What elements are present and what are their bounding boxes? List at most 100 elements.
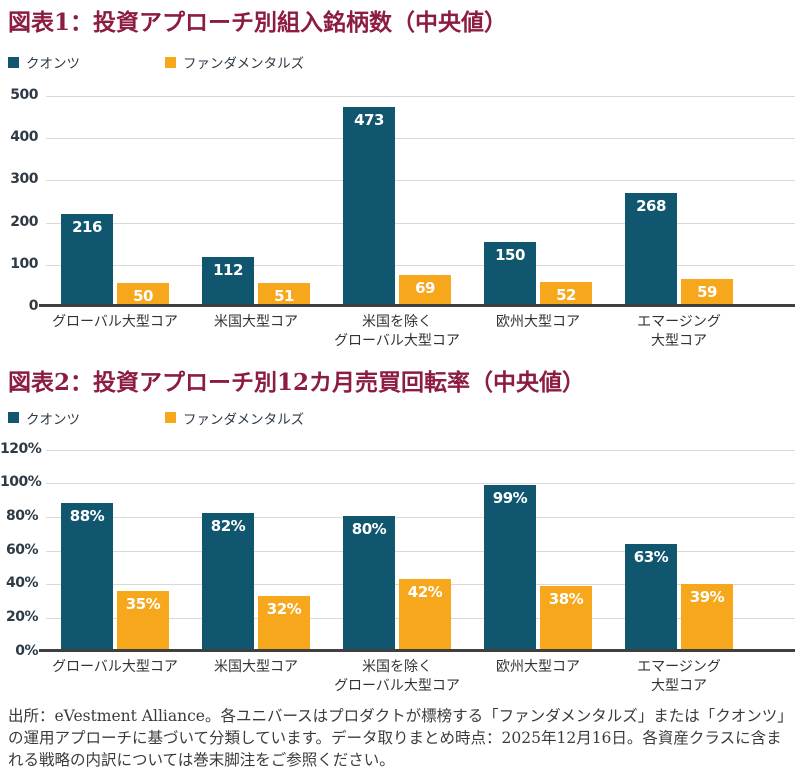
bar-value-label: 473 [354,111,384,130]
bar-value-label: 88% [69,506,105,525]
chart-1-categories: グローバル大型コア 米国大型コア 米国を除く グローバル大型コア 欧州大型コア エマージ… [46,313,795,351]
quant-swatch-icon [8,56,19,68]
chart-1-title: 図表1：投資アプローチ別組入銘柄数（中央値） [8,9,508,36]
gridline [46,222,795,224]
y-tick-label: 0% [15,642,38,659]
fundamental-bar: 50 [117,283,169,306]
legend-label-quant: クオンツ [26,411,80,428]
chart-1-plot: 500 400 300 200 100 0 216 50 112 51 473 69 150 52 268 5… [10,87,795,314]
footer-note: 出所：eVestment Alliance。各ユニバースはプロダクトが標榜する「… [8,706,785,769]
bar-group: 99% 38% [484,484,592,649]
y-tick-label: 120% [0,440,42,457]
quant-bar: 99% [484,484,536,649]
y-tick-label: 300 [10,171,38,188]
quant-bar: 216 [61,214,113,304]
y-tick-label: 100% [0,474,42,491]
quant-bar: 112 [202,257,254,304]
bar-value-label: 38% [548,589,584,608]
gridline [46,96,795,97]
bar-value-label: 39% [689,588,725,607]
bar-value-label: 112 [213,261,243,280]
gridline [46,138,795,140]
bar-value-label: 42% [407,583,443,602]
bar-group: 88% 35% [61,502,169,649]
legend-item-quant: クオンツ [8,408,165,428]
gridline [46,550,795,552]
legend-label-fundamental: ファンダメンタルズ [183,411,305,428]
x-axis-baseline [39,648,795,652]
y-tick-label: 80% [5,508,39,525]
bar-value-label: 82% [210,516,246,535]
fundamental-bar: 39% [681,584,733,649]
category-label: 米国を除く グローバル大型コア [334,658,460,694]
y-tick-label: 400 [10,129,38,146]
fundamental-swatch-icon [165,412,176,424]
category-label: 米国大型コア [214,658,298,675]
bars-row: 88% 35% 82% 32% 80% 42% 99% 38% 63% 39% [46,450,795,649]
category-label: グローバル大型コア [52,314,178,330]
bar-value-label: 51 [274,286,294,305]
bar-value-label: 59 [697,283,717,302]
quant-bar: 63% [625,544,677,649]
chart-2-legend: クオンツ ファンダメンタルズ [8,408,800,428]
gridline [46,449,795,451]
legend-label-fundamental: ファンダメンタルズ [183,56,305,72]
y-tick-label: 100 [10,255,38,272]
bar-value-label: 99% [492,488,528,507]
bar-group: 82% 32% [202,512,310,649]
gridline [46,180,795,182]
legend-item-quant: クオンツ [8,52,165,72]
gridline [46,264,795,266]
fundamental-bar: 32% [258,595,310,649]
quant-swatch-icon [8,412,19,424]
quant-bar: 268 [625,192,677,304]
chart-2-categories: グローバル大型コア 米国大型コア 米国を除く グローバル大型コア 欧州大型コア エマージ… [46,658,795,696]
bar-value-label: 69 [415,279,435,298]
legend-item-fundamental: ファンダメンタルズ [165,52,304,72]
fundamental-bar: 38% [540,585,592,649]
category-label: 欧州大型コア [496,658,580,675]
category-label: 米国を除く グローバル大型コア [334,314,460,349]
chart-1-section: 図表1：投資アプローチ別組入銘柄数（中央値） クオンツ ファンダメンタルズ 50… [0,8,800,351]
y-tick-label: 200 [10,213,38,230]
legend-label-quant: クオンツ [26,56,80,72]
bar-group: 150 52 [484,241,592,304]
category-label: エマージング 大型コア [637,658,721,694]
bar-group: 216 50 [61,214,169,306]
y-tick-label: 40% [5,575,39,592]
bar-group: 80% 42% [343,516,451,649]
bar-value-label: 80% [351,520,387,539]
bar-value-label: 63% [633,548,669,567]
quant-bar: 473 [343,107,395,304]
bar-value-label: 35% [125,594,161,613]
quant-bar: 88% [61,502,113,649]
bar-value-label: 268 [636,196,666,215]
chart-2-section: 図表2：投資アプローチ別12カ月売買回転率（中央値） クオンツ ファンダメンタル… [0,368,800,696]
bar-value-label: 52 [556,286,576,305]
bar-value-label: 32% [266,599,302,618]
legend-item-fundamental: ファンダメンタルズ [165,408,304,428]
bar-group: 473 69 [343,107,451,304]
chart-2-title: 図表2：投資アプローチ別12カ月売買回転率（中央値） [8,368,586,396]
y-tick-label: 60% [5,541,39,558]
fundamental-swatch-icon [165,56,176,68]
x-axis-baseline [39,304,795,307]
quant-bar: 150 [484,241,536,304]
bars-row: 216 50 112 51 473 69 150 52 268 59 [46,96,795,306]
bar-value-label: 216 [72,218,102,237]
gridline [46,483,795,485]
fundamental-bar: 42% [399,579,451,649]
fundamental-bar: 69 [399,275,451,304]
chart-1-legend: クオンツ ファンダメンタルズ [8,52,800,72]
quant-bar: 82% [202,512,254,649]
bar-group: 268 59 [625,192,733,304]
bar-value-label: 50 [133,287,153,306]
fundamental-bar: 52 [540,282,592,304]
y-tick-label: 20% [5,609,39,626]
quant-bar: 80% [343,516,395,649]
y-tick-label: 500 [10,87,38,103]
gridline [46,517,795,519]
y-tick-label: 0 [28,298,39,314]
bar-group: 112 51 [202,257,310,305]
